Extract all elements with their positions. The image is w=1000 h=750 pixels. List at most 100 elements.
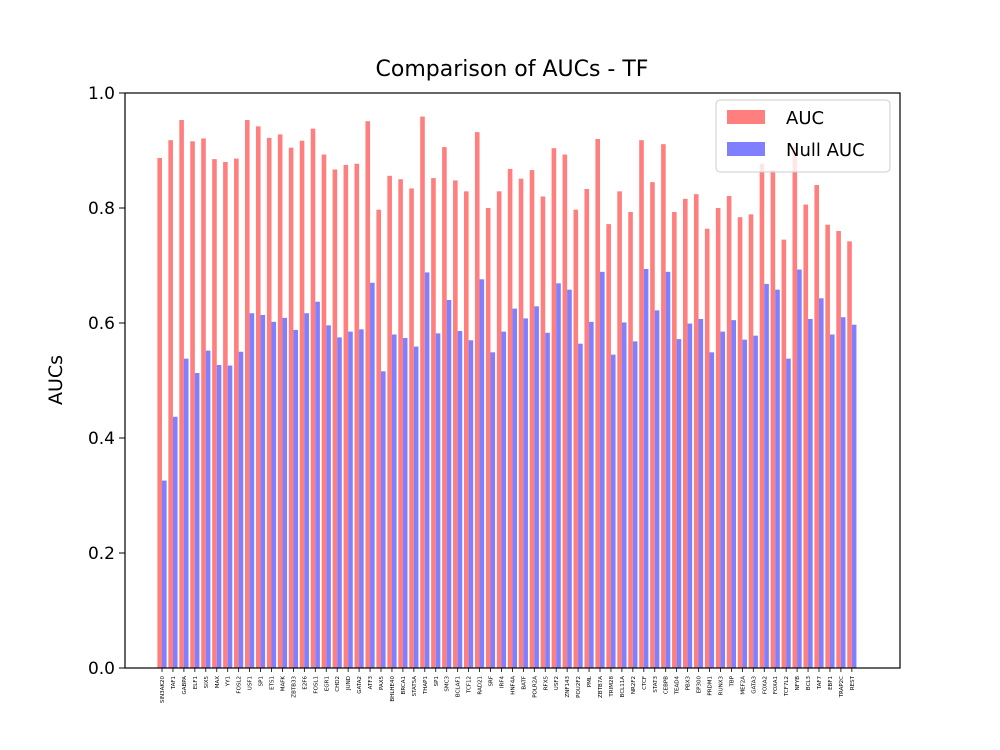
bar-null-auc-37 bbox=[567, 289, 572, 668]
legend-label-auc: AUC bbox=[786, 108, 824, 129]
bar-null-auc-20 bbox=[381, 371, 386, 668]
x-tick-label: CTCF bbox=[642, 676, 648, 690]
bar-auc-8 bbox=[245, 120, 250, 668]
bar-auc-30 bbox=[485, 208, 491, 668]
bar-auc-37 bbox=[562, 154, 568, 668]
bar-auc-1 bbox=[168, 140, 173, 668]
bar-null-auc-0 bbox=[162, 480, 167, 668]
bar-auc-42 bbox=[617, 191, 622, 668]
y-axis: 0.0 0.2 0.4 0.6 0.8 1.0 bbox=[88, 84, 125, 679]
bar-null-auc-29 bbox=[479, 279, 485, 668]
x-tick-label: RFX5 bbox=[543, 676, 549, 691]
x-tick-label: ZBTB7A bbox=[598, 676, 604, 698]
chart-title: Comparison of AUCs - TF bbox=[376, 57, 649, 82]
x-tick-label: SP1 bbox=[434, 676, 440, 686]
bar-null-auc-11 bbox=[282, 317, 288, 668]
bar-null-auc-21 bbox=[391, 334, 397, 668]
x-tick-label: PML bbox=[587, 675, 593, 687]
bar-auc-28 bbox=[464, 191, 469, 668]
legend-label-null-auc: Null AUC bbox=[786, 140, 865, 161]
bar-null-auc-35 bbox=[545, 332, 550, 668]
bar-null-auc-63 bbox=[851, 324, 857, 668]
bar-null-auc-59 bbox=[808, 318, 813, 668]
bar-null-auc-40 bbox=[600, 271, 605, 668]
legend: AUC Null AUC bbox=[715, 99, 891, 173]
bar-auc-23 bbox=[409, 188, 414, 668]
bar-null-auc-7 bbox=[238, 351, 244, 668]
bar-null-auc-24 bbox=[424, 272, 430, 668]
x-tick-label: EGR1 bbox=[324, 676, 330, 691]
bar-auc-20 bbox=[376, 209, 381, 668]
bar-null-auc-2 bbox=[183, 358, 189, 668]
x-tick-label: TEAD4 bbox=[675, 676, 681, 696]
bar-null-auc-56 bbox=[775, 289, 780, 668]
bar-auc-13 bbox=[299, 140, 305, 669]
x-tick-label: YY1 bbox=[226, 676, 232, 687]
x-tick-label: GATA3 bbox=[751, 676, 757, 694]
bar-auc-22 bbox=[398, 179, 403, 668]
bar-auc-35 bbox=[540, 196, 546, 668]
y-tick-label: 1.0 bbox=[88, 84, 115, 104]
x-tick-label: BCLAF1 bbox=[456, 676, 462, 697]
x-tick-label: TRIM28 bbox=[609, 676, 615, 698]
y-axis-label: AUCs bbox=[45, 355, 67, 405]
bar-auc-16 bbox=[332, 169, 338, 669]
bar-null-auc-57 bbox=[786, 358, 791, 668]
x-tick-label: POLR2A bbox=[532, 676, 538, 698]
x-tick-label: STAT3 bbox=[653, 676, 659, 693]
x-tick-label: CHD2 bbox=[335, 676, 341, 692]
bar-null-auc-5 bbox=[216, 364, 222, 668]
bar-null-auc-28 bbox=[468, 340, 474, 668]
bar-auc-27 bbox=[453, 180, 458, 668]
bar-auc-31 bbox=[496, 191, 502, 668]
bar-null-auc-62 bbox=[840, 317, 846, 668]
bar-null-auc-4 bbox=[205, 350, 211, 668]
bar-null-auc-30 bbox=[490, 352, 496, 668]
x-tick-label: PRDM1 bbox=[708, 676, 714, 696]
bar-auc-44 bbox=[639, 140, 644, 668]
bar-null-auc-53 bbox=[742, 339, 747, 668]
bar-auc-63 bbox=[847, 241, 852, 668]
bar-auc-56 bbox=[770, 170, 776, 669]
x-tick-label: HNF4A bbox=[510, 676, 516, 695]
x-tick-label: ZNF143 bbox=[565, 676, 571, 698]
x-tick-label: TBP bbox=[729, 675, 735, 687]
bar-auc-26 bbox=[442, 147, 447, 669]
x-tick-label: BRCA1 bbox=[401, 676, 407, 694]
x-tick-label: THAP1 bbox=[423, 676, 429, 695]
bar-auc-48 bbox=[683, 198, 688, 669]
y-tick-label: 0.6 bbox=[88, 314, 115, 334]
bar-null-auc-6 bbox=[227, 365, 233, 668]
bar-auc-7 bbox=[234, 158, 239, 669]
bar-auc-45 bbox=[650, 182, 655, 669]
bar-null-auc-3 bbox=[194, 373, 200, 668]
bar-auc-29 bbox=[474, 132, 480, 669]
x-tick-label: USF2 bbox=[554, 676, 560, 690]
bar-null-auc-27 bbox=[457, 331, 463, 668]
bar-auc-49 bbox=[693, 194, 699, 668]
x-tick-label: NFYB bbox=[795, 676, 801, 691]
bar-null-auc-25 bbox=[435, 333, 441, 668]
bar-auc-0 bbox=[157, 157, 162, 668]
bar-null-auc-44 bbox=[643, 268, 649, 668]
bar-auc-9 bbox=[255, 126, 261, 669]
x-tick-label: BATF bbox=[521, 676, 527, 690]
x-axis: SIN3AK20 TAF1 GABPA ELF1 SIX5 MAX YY1 FOSL2 USF1… bbox=[160, 668, 856, 703]
bar-auc-12 bbox=[288, 147, 294, 669]
bar-auc-59 bbox=[803, 204, 809, 669]
bar-null-auc-41 bbox=[610, 354, 616, 669]
x-tick-label: USF1 bbox=[248, 676, 254, 690]
x-tick-label: RUNX3 bbox=[718, 676, 724, 696]
y-tick-label: 0.0 bbox=[88, 659, 115, 679]
bar-null-auc-51 bbox=[720, 331, 726, 669]
bar-null-auc-31 bbox=[501, 331, 507, 669]
bar-null-auc-1 bbox=[172, 416, 178, 668]
bar-null-auc-61 bbox=[829, 334, 835, 668]
y-tick-label: 0.4 bbox=[88, 429, 115, 449]
x-tick-label: MAX bbox=[215, 676, 221, 689]
x-tick-label: EP300 bbox=[697, 676, 703, 694]
bar-null-auc-15 bbox=[326, 325, 331, 668]
x-tick-label: FOXA1 bbox=[773, 676, 779, 694]
bar-null-auc-49 bbox=[698, 318, 704, 668]
bar-auc-36 bbox=[551, 148, 557, 668]
